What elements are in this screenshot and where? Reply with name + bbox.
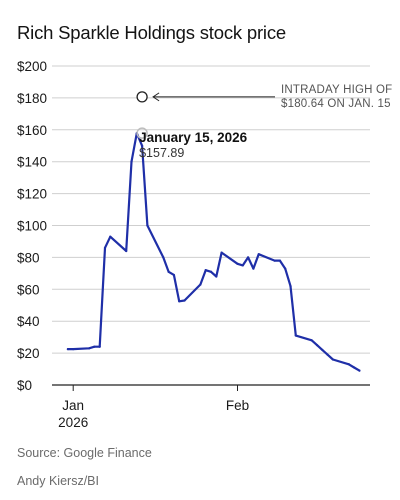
data-point [273, 259, 276, 262]
data-point [278, 259, 281, 262]
y-tick-label: $40 [17, 314, 40, 329]
data-point [247, 256, 250, 259]
data-point [220, 251, 223, 254]
y-tick-label: $100 [17, 219, 47, 234]
data-point [146, 224, 149, 227]
data-point [347, 363, 350, 366]
author-credit: Andy Kiersz/BI [17, 474, 99, 488]
data-point [178, 300, 181, 303]
y-tick-label: $140 [17, 155, 47, 170]
data-point [141, 144, 144, 147]
source-note: Source: Google Finance [17, 446, 152, 460]
data-point [294, 334, 297, 337]
data-point [310, 339, 313, 342]
close-high-value-label: $157.89 [139, 146, 184, 160]
data-point [199, 283, 202, 286]
y-tick-label: $200 [17, 59, 47, 74]
data-point [93, 345, 96, 348]
x-tick-label: Feb [226, 398, 249, 413]
annotation-arrowhead [152, 92, 160, 102]
data-point [130, 160, 133, 163]
data-point [236, 262, 239, 265]
data-point [321, 348, 324, 352]
x-tick-label: Jan [62, 398, 84, 413]
data-point [353, 366, 356, 369]
y-tick-label: $80 [17, 250, 40, 265]
data-point [209, 270, 213, 273]
y-tick-label: $60 [17, 282, 40, 297]
data-point [88, 347, 91, 350]
intraday-high-label: $180.64 ON JAN. 15 [281, 98, 391, 110]
data-point [331, 358, 334, 361]
data-point [284, 267, 287, 270]
chart-title: Rich Sparkle Holdings stock price [17, 22, 286, 43]
y-tick-label: $180 [17, 91, 47, 106]
y-tick-label: $160 [17, 123, 47, 138]
x-tick-label: 2026 [58, 415, 88, 430]
y-tick-label: $120 [17, 187, 47, 202]
data-point [257, 253, 260, 256]
y-tick-label: $20 [17, 346, 40, 361]
data-point [162, 256, 165, 259]
intraday-high-label: INTRADAY HIGH OF [281, 84, 392, 96]
data-point [358, 369, 361, 372]
data-point [289, 285, 292, 288]
data-point [204, 269, 207, 272]
data-point [252, 267, 255, 270]
intraday-high-marker [136, 91, 148, 103]
data-point [315, 344, 319, 347]
price-line [66, 132, 361, 372]
data-point [72, 348, 75, 351]
close-high-date-label: January 15, 2026 [139, 130, 248, 145]
data-point [241, 264, 244, 267]
data-point [167, 270, 170, 273]
data-point [183, 299, 186, 302]
data-point [326, 353, 329, 356]
data-point [103, 246, 107, 249]
data-point [125, 249, 128, 253]
close-high-marker [136, 127, 148, 139]
data-point [215, 275, 218, 278]
data-point [172, 273, 175, 277]
data-point [98, 345, 101, 348]
data-point [109, 235, 112, 238]
data-point [66, 348, 69, 351]
y-tick-label: $0 [17, 378, 32, 393]
